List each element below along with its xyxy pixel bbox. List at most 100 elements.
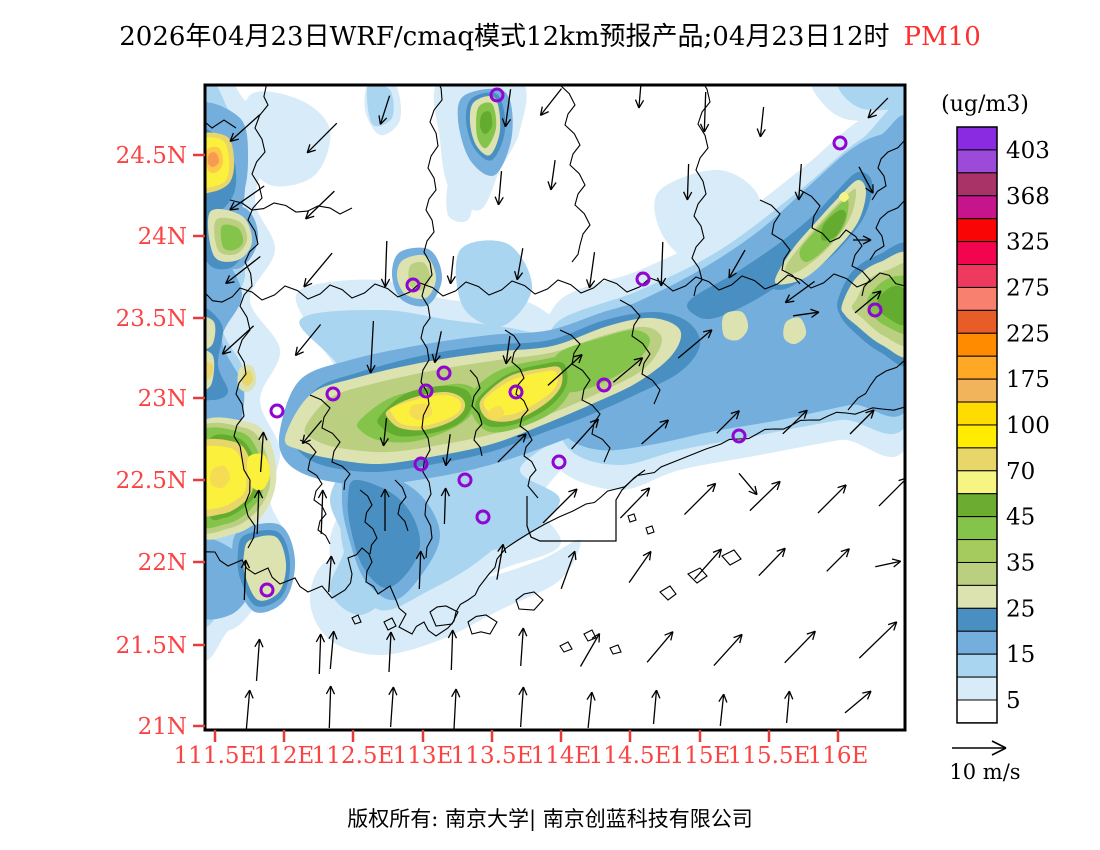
island-outline — [351, 614, 362, 625]
lon-tick-label: 113.5E — [451, 743, 534, 769]
wind-arrow — [826, 548, 850, 572]
wind-arrow — [612, 357, 644, 383]
wind-arrow — [794, 163, 804, 201]
wind-arrow — [240, 559, 251, 601]
colorbar-segment — [956, 355, 998, 380]
wind-arrow — [641, 419, 670, 445]
colorbar-label: 45 — [1006, 505, 1035, 531]
island-outline — [721, 549, 742, 566]
colorbar-segment — [956, 447, 998, 472]
boundary-line — [309, 394, 351, 491]
colorbar-segment — [956, 332, 998, 357]
island-outline — [583, 629, 597, 642]
colorbar-segment — [956, 241, 998, 266]
boundary-line — [229, 199, 353, 215]
contour-blob — [446, 178, 474, 223]
colorbar-segment — [956, 218, 998, 243]
marine-boundary-box — [526, 469, 646, 542]
colorbar-segment — [956, 378, 998, 403]
contour-blob — [783, 317, 807, 345]
contour-blob — [654, 169, 761, 262]
lon-tick-label: 112.5E — [312, 743, 395, 769]
colorbar-label: 275 — [1006, 275, 1050, 301]
contour-blob — [877, 285, 905, 326]
island-outline — [627, 513, 637, 523]
boundary-line — [469, 369, 483, 457]
lon-tick-label: 114.5E — [589, 743, 672, 769]
colorbar-label: 100 — [1006, 413, 1050, 439]
lat-tick-label: 21N — [138, 714, 187, 740]
colorbar-label: 15 — [1006, 642, 1035, 668]
copyright-footer: 版权所有: 南京大学| 南京创蓝科技有限公司 — [347, 807, 753, 831]
colorbar-units-label: (ug/m3) — [941, 92, 1029, 117]
boundary-line — [619, 299, 661, 405]
title-text: 2026年04月23日WRF/cmaq模式12km预报产品;04月23日12时 — [119, 22, 890, 52]
wind-arrow — [784, 280, 815, 304]
contour-blob — [366, 85, 394, 127]
wind-arrow — [501, 89, 512, 128]
island-outline — [559, 641, 573, 653]
wind-arrow — [699, 91, 710, 133]
wind-arrow — [858, 166, 874, 194]
wind-legend-label: 10 m/s — [949, 760, 1021, 784]
contour-blob — [207, 152, 220, 168]
lat-tick-label: 23N — [138, 386, 187, 412]
colorbar-label: 368 — [1006, 184, 1050, 210]
boundary-line — [420, 85, 443, 559]
wind-arrow — [749, 480, 781, 512]
wind-arrow — [619, 487, 651, 519]
wind-arrow — [858, 621, 898, 659]
wind-arrow — [306, 122, 338, 154]
contour-blob — [479, 111, 493, 134]
wind-arrow — [221, 325, 255, 355]
wind-arrow — [513, 248, 524, 281]
wind-arrow — [716, 410, 740, 434]
boundary-line — [394, 479, 409, 532]
wind-legend-arrow — [952, 740, 1007, 756]
colorbar-segment — [956, 424, 998, 449]
wind-arrow — [446, 256, 456, 285]
wind-arrow — [388, 686, 398, 728]
wind-arrow — [431, 331, 442, 364]
wind-arrow — [756, 107, 766, 138]
wind-arrow — [853, 235, 872, 245]
island-outline — [645, 525, 655, 535]
station-markers — [259, 87, 883, 598]
figure-title: 2026年04月23日WRF/cmaq模式12km预报产品;04月23日12时 P… — [0, 16, 1100, 53]
station-marker — [457, 472, 473, 488]
island-outline — [659, 585, 677, 601]
wind-arrow — [294, 324, 322, 357]
contour-blob — [839, 192, 849, 202]
lat-tick-label: 22.5N — [116, 468, 187, 494]
contour-blob — [551, 329, 651, 393]
boundary-line — [559, 329, 611, 463]
wind-arrow — [301, 420, 323, 445]
colorbar-label: 325 — [1006, 230, 1050, 256]
wind-arrow — [442, 434, 452, 467]
colorbar-segment — [956, 309, 998, 334]
colorbar-segment — [956, 286, 998, 311]
colorbar-label: 5 — [1006, 688, 1021, 714]
boundary-line — [233, 85, 269, 549]
island-outline — [429, 605, 459, 627]
colorbar-label: 225 — [1006, 321, 1050, 347]
wind-arrow — [325, 685, 336, 729]
lat-tick-label: 24N — [138, 224, 187, 250]
colorbar-frame — [956, 126, 998, 724]
wind-arrow — [560, 550, 577, 590]
wind-arrow — [328, 630, 338, 669]
colorbar-segment — [956, 172, 998, 197]
lon-tick-label: 116E — [808, 743, 869, 769]
colorbar-label: 25 — [1006, 596, 1035, 622]
island-outline — [687, 567, 708, 584]
colorbar-segment — [956, 653, 998, 678]
colorbar-segment — [956, 401, 998, 426]
boundary-line — [299, 439, 331, 545]
station-marker — [832, 135, 848, 151]
wind-arrow — [784, 690, 794, 723]
colorbar-segment — [956, 470, 998, 495]
wind-arrow — [683, 482, 717, 516]
lat-tick-label: 21.5N — [116, 633, 187, 659]
wind-arrow — [728, 249, 746, 279]
contour-blob — [243, 535, 287, 601]
